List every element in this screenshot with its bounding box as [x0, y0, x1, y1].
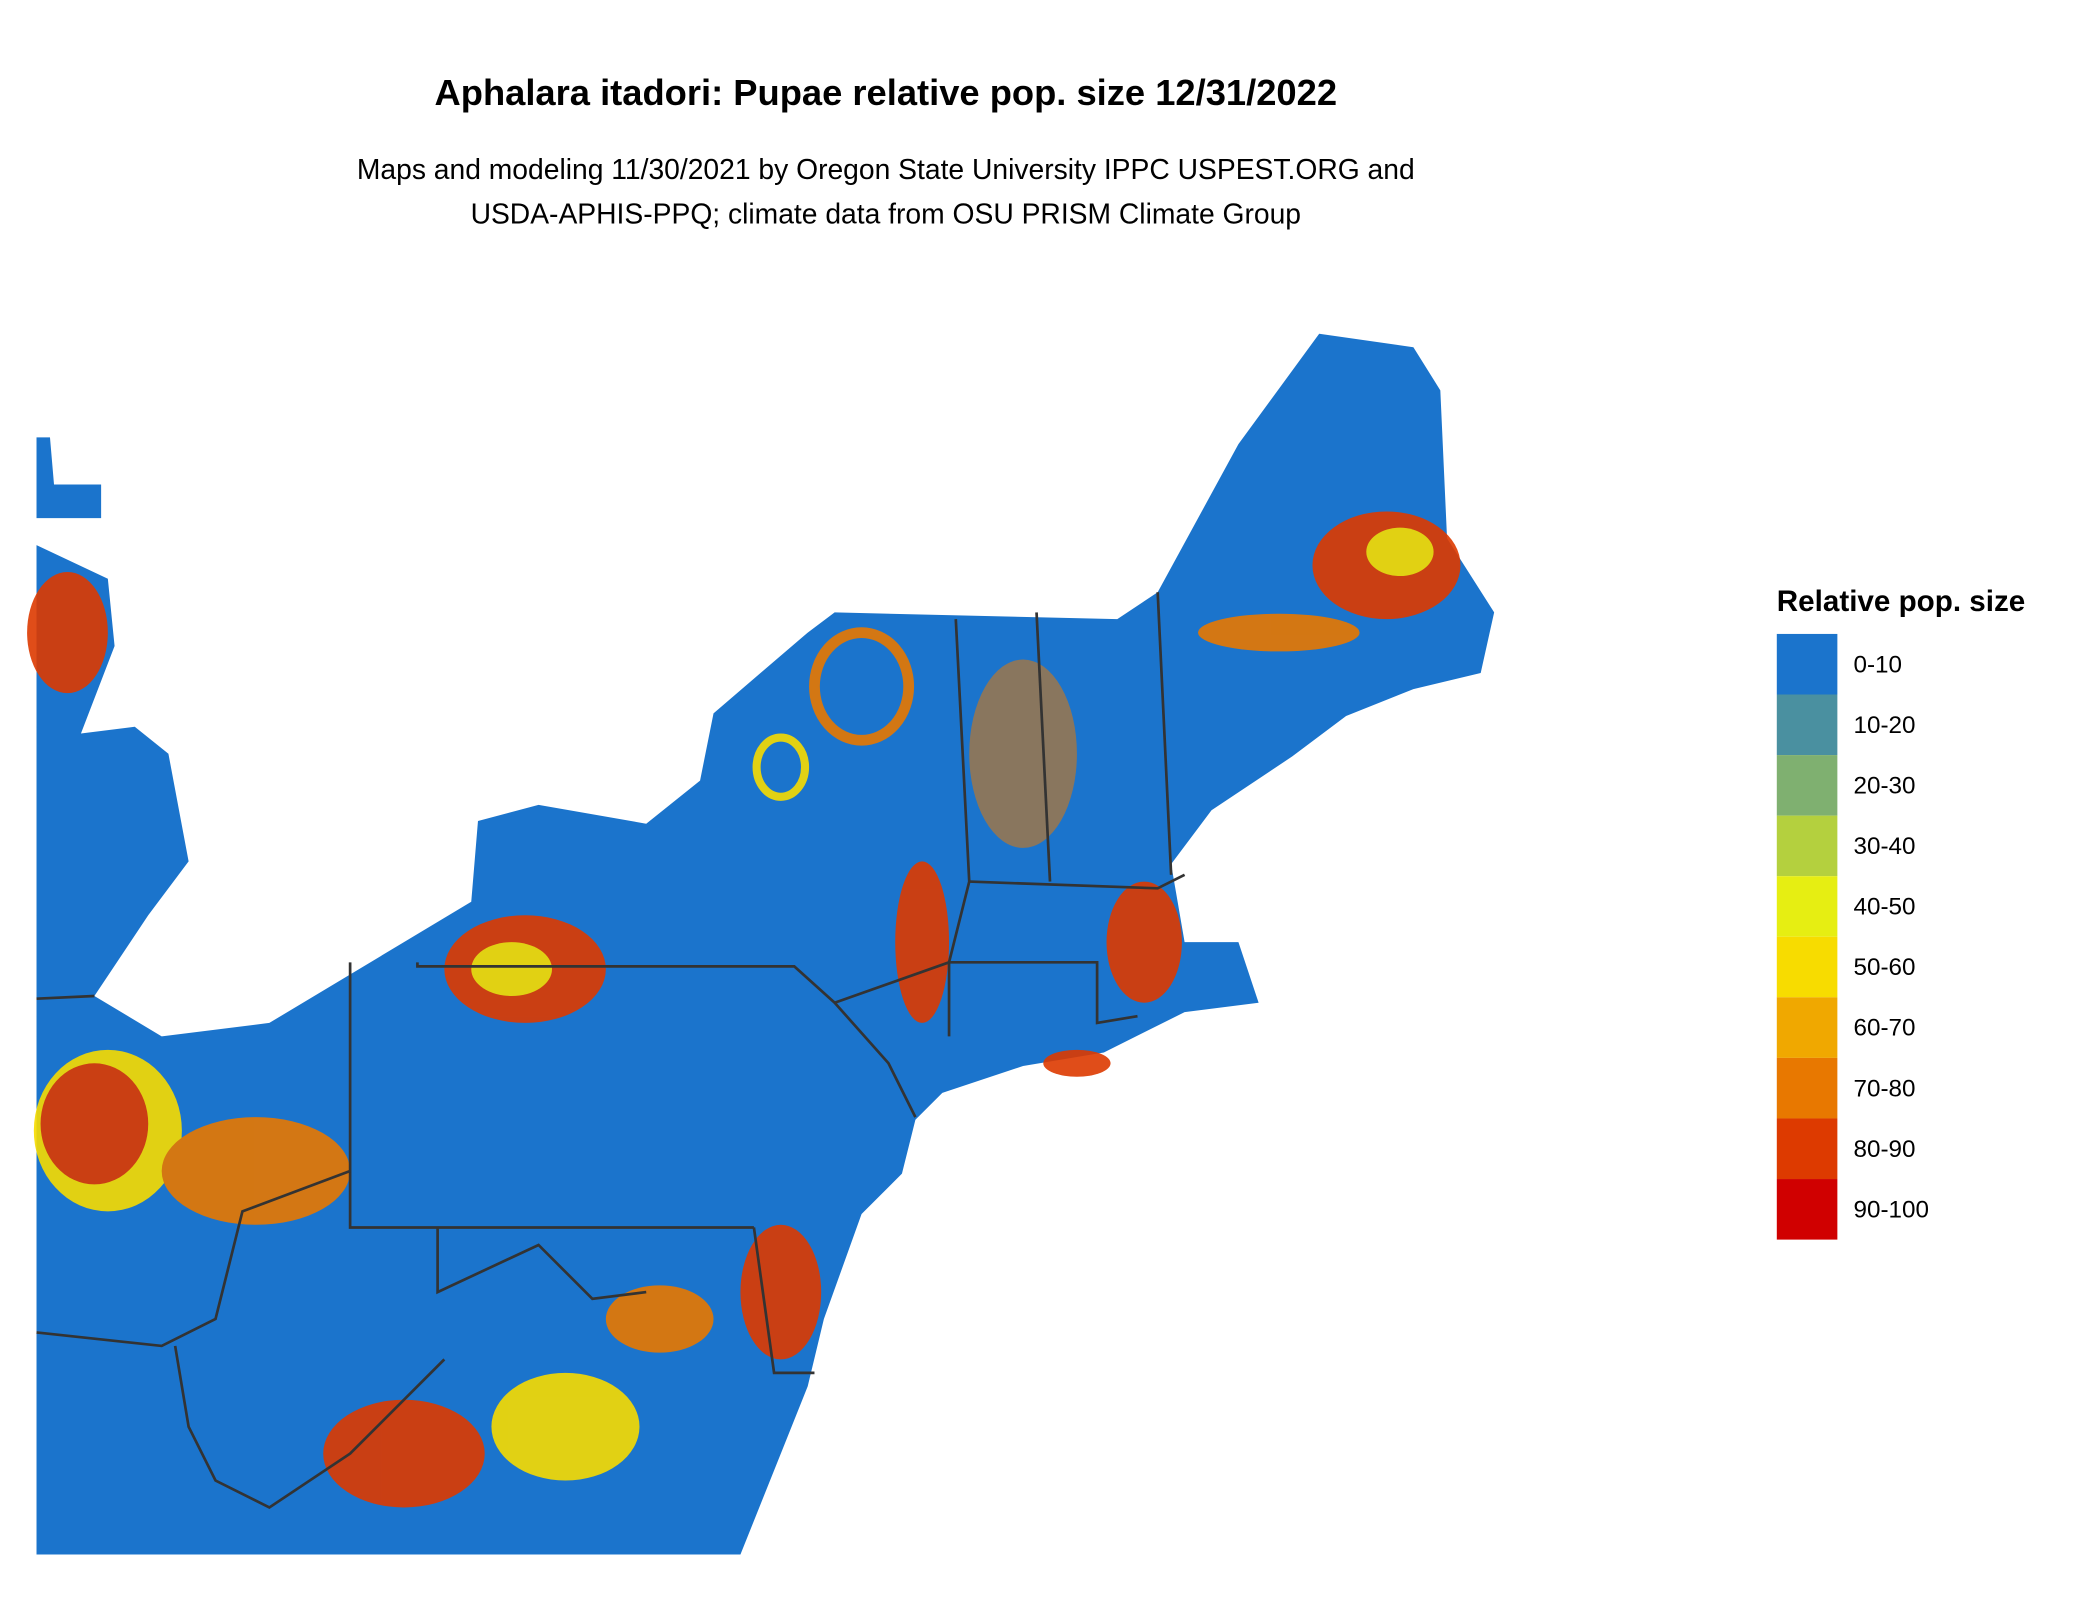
- map-subtitle: USDA-APHIS-PPQ; climate data from OSU PR…: [471, 197, 1301, 229]
- legend-label: 40-50: [1854, 894, 1916, 921]
- legend-swatch: [1776, 997, 1838, 1058]
- legend-label: 30-40: [1854, 833, 1916, 860]
- legend-swatch: [1776, 755, 1838, 816]
- legend-swatch: [1776, 936, 1838, 998]
- legend-label: 90-100: [1854, 1196, 1929, 1223]
- legend-swatch: [1776, 694, 1838, 756]
- legend-label: 50-60: [1854, 954, 1916, 981]
- legend-label: 20-30: [1854, 772, 1916, 799]
- land: [36, 333, 1495, 1555]
- legend-title: Relative pop. size: [1777, 585, 2025, 618]
- map-title: Aphalara itadori: Pupae relative pop. si…: [435, 72, 1338, 113]
- hotspots: [27, 511, 1461, 1508]
- legend-swatch: [1776, 876, 1838, 937]
- state-borders: [36, 592, 1186, 1509]
- legend-swatch: [1776, 633, 1838, 695]
- legend-label: 10-20: [1854, 712, 1916, 739]
- legend-swatch: [1776, 815, 1838, 877]
- legend-label: 0-10: [1854, 651, 1902, 678]
- legend-label: 60-70: [1854, 1015, 1916, 1042]
- legend-swatch: [1776, 1118, 1838, 1180]
- legend-swatch: [1776, 1057, 1838, 1119]
- legend-label: 80-90: [1854, 1136, 1916, 1163]
- map-area: [27, 333, 1495, 1555]
- map-subtitle: Maps and modeling 11/30/2021 by Oregon S…: [357, 153, 1415, 185]
- legend-label: 70-80: [1854, 1075, 1916, 1102]
- legend: Relative pop. size 0-10 10-20 20-30 30-40 40…: [1776, 585, 2025, 1240]
- land: [36, 437, 102, 519]
- legend-swatch: [1776, 1179, 1838, 1240]
